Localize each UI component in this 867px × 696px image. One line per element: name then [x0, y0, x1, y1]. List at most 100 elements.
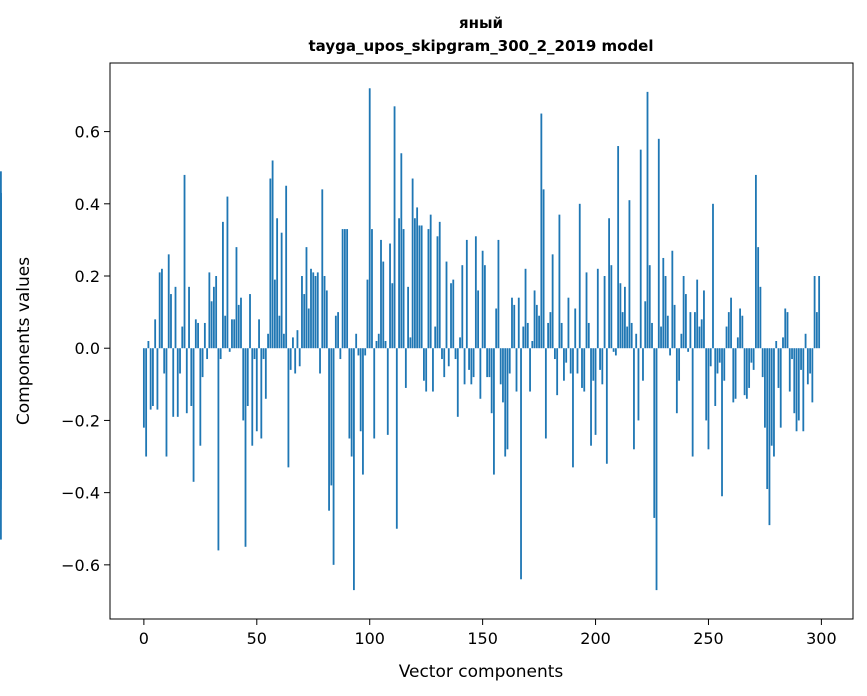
- bar-component-undefined: [0, 304, 2, 349]
- bar-component-268: [748, 348, 751, 388]
- bar-component-15: [176, 348, 179, 417]
- bar-component-1: [145, 348, 148, 457]
- x-axis-ticks: 0 50 100 150 200 250 300: [139, 619, 837, 648]
- bar-component-undefined: [0, 348, 2, 428]
- bar-component-211: [619, 283, 622, 349]
- bar-component-12: [170, 294, 172, 349]
- bar-component-157: [497, 239, 500, 349]
- bar-component-189: [569, 348, 572, 374]
- bar-component-240: [684, 294, 687, 349]
- bar-component-286: [788, 348, 791, 392]
- bar-component-204: [603, 276, 606, 349]
- bar-component-212: [621, 312, 624, 349]
- bar-component-182: [553, 348, 556, 360]
- bar-component-251: [709, 348, 712, 367]
- y-tick-label: −0.4: [61, 484, 100, 503]
- bar-component-89: [343, 229, 346, 349]
- bar-component-22: [192, 348, 195, 482]
- bar-component-84: [332, 348, 335, 565]
- bar-component-104: [377, 333, 380, 349]
- bar-component-285: [786, 312, 789, 349]
- bar-component-264: [739, 308, 741, 349]
- bar-component-155: [493, 348, 495, 475]
- bar-component-215: [628, 200, 631, 349]
- bar-component-272: [757, 247, 760, 349]
- bar-component-276: [766, 348, 769, 490]
- bar-component-221: [642, 348, 644, 381]
- bar-component-257: [723, 348, 726, 381]
- bar-component-235: [673, 304, 676, 349]
- bar-component-287: [791, 348, 793, 360]
- bar-component-32: [215, 276, 218, 349]
- bar-component-260: [730, 297, 732, 349]
- bar-component-120: [413, 218, 416, 349]
- bar-component-213: [624, 286, 626, 349]
- bar-component-210: [617, 146, 620, 349]
- bar-component-165: [515, 348, 518, 392]
- bar-component-172: [531, 341, 534, 349]
- bar-component-194: [581, 348, 583, 388]
- bar-component-197: [587, 322, 590, 349]
- bar-component-63: [285, 185, 288, 349]
- bar-component-131: [438, 221, 441, 349]
- bar-component-193: [578, 203, 581, 349]
- bar-component-122: [418, 225, 421, 349]
- bar-component-298: [815, 312, 818, 349]
- bar-component-91: [348, 348, 351, 439]
- bar-component-295: [809, 348, 811, 374]
- bar-component-191: [574, 308, 577, 349]
- bar-component-156: [495, 308, 498, 349]
- bar-component-177: [542, 189, 545, 349]
- bar-component-126: [427, 229, 430, 349]
- bar-component-14: [174, 286, 177, 349]
- bar-component-7: [158, 272, 161, 349]
- bar-component-292: [802, 348, 805, 432]
- bar-component-247: [700, 319, 703, 349]
- chart-title: яный: [459, 14, 503, 32]
- bar-component-134: [445, 261, 448, 349]
- bar-component-183: [556, 348, 559, 396]
- bar-component-279: [773, 348, 775, 457]
- bar-component-217: [633, 348, 635, 450]
- bar-component-297: [813, 276, 816, 349]
- bar-component-281: [777, 348, 780, 388]
- bar-component-173: [533, 290, 536, 349]
- bar-component-60: [278, 315, 281, 349]
- bar-component-205: [605, 348, 608, 464]
- bar-component-273: [759, 286, 762, 349]
- bar-component-116: [404, 348, 407, 388]
- bar-component-86: [337, 312, 339, 349]
- bar-component-228: [657, 138, 660, 349]
- bar-component-291: [800, 348, 802, 370]
- bar-component-115: [402, 229, 405, 349]
- bar-component-42: [237, 304, 240, 349]
- bar-component-232: [666, 315, 669, 349]
- x-axis-label: Vector components: [399, 662, 564, 682]
- bar-component-125: [425, 348, 428, 392]
- bar-component-146: [472, 348, 475, 378]
- x-tick-label: 150: [467, 629, 498, 648]
- bar-component-180: [549, 312, 552, 349]
- bar-component-58: [273, 279, 276, 349]
- y-tick-label: 0.6: [75, 123, 100, 142]
- bar-component-109: [389, 243, 391, 349]
- bar-component-138: [454, 348, 457, 360]
- bar-component-198: [590, 348, 592, 446]
- bar-component-112: [395, 348, 398, 529]
- bar-component-33: [217, 348, 220, 551]
- bar-component-111: [393, 106, 396, 349]
- bar-component-26: [201, 348, 204, 378]
- bar-component-250: [707, 348, 710, 450]
- bar-component-132: [441, 348, 443, 360]
- bar-component-4: [152, 348, 154, 406]
- bar-component-145: [470, 348, 473, 385]
- bar-component-108: [386, 348, 389, 435]
- bar-component-143: [465, 239, 468, 349]
- bar-component-61: [280, 232, 283, 349]
- bar-component-224: [648, 265, 651, 349]
- bar-component-283: [782, 337, 784, 349]
- bar-component-222: [644, 301, 647, 349]
- bar-component-9: [163, 348, 166, 374]
- bar-component-129: [434, 326, 437, 349]
